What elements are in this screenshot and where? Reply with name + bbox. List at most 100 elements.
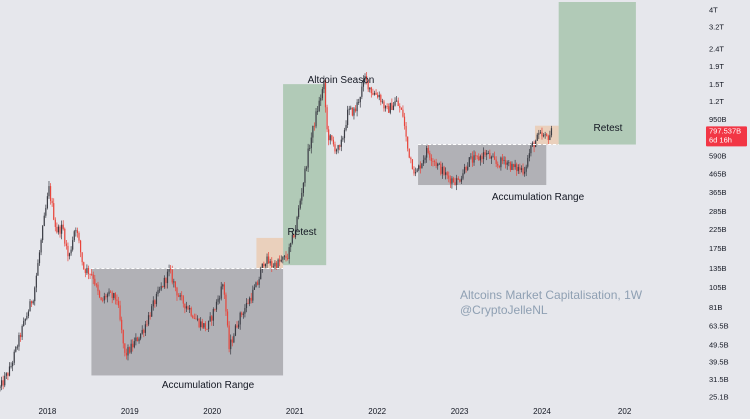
candle-306 bbox=[482, 147, 485, 165]
candle-163 bbox=[256, 280, 259, 286]
candle-143 bbox=[225, 292, 227, 317]
candle-39 bbox=[61, 220, 63, 240]
candle-300 bbox=[473, 150, 475, 166]
candle-123 bbox=[193, 313, 195, 320]
candle-229 bbox=[361, 82, 363, 100]
candle-108 bbox=[170, 265, 172, 274]
candle-236 bbox=[372, 88, 374, 96]
candle-308 bbox=[486, 150, 488, 161]
candle-259 bbox=[408, 148, 410, 159]
candle-264 bbox=[416, 167, 418, 173]
candle-330 bbox=[520, 165, 523, 173]
retest-label-2: Retest bbox=[594, 123, 623, 134]
candle-156 bbox=[245, 298, 248, 313]
candle-162 bbox=[255, 281, 257, 288]
candle-227 bbox=[358, 98, 360, 105]
candle-326 bbox=[514, 159, 516, 170]
candle-233 bbox=[367, 79, 369, 92]
candle-24 bbox=[37, 259, 39, 276]
candle-343 bbox=[541, 127, 543, 140]
candle-7 bbox=[10, 362, 12, 369]
candle-135 bbox=[212, 307, 214, 326]
candle-110 bbox=[173, 278, 175, 288]
candle-195 bbox=[307, 143, 309, 173]
candle-289 bbox=[456, 174, 458, 191]
candle-290 bbox=[457, 176, 459, 180]
candle-241 bbox=[380, 93, 382, 106]
candle-314 bbox=[495, 156, 497, 168]
annotation-labels: Altcoin Season Retest Retest Accumulation R… bbox=[162, 75, 623, 391]
candle-121 bbox=[190, 306, 192, 318]
candle-15 bbox=[23, 317, 25, 327]
candle-344 bbox=[542, 133, 545, 138]
candle-158 bbox=[249, 296, 251, 307]
candle-196 bbox=[309, 144, 311, 152]
candle-48 bbox=[75, 227, 77, 237]
candle-159 bbox=[250, 292, 252, 304]
candle-331 bbox=[522, 163, 524, 176]
candle-288 bbox=[454, 177, 456, 186]
candle-228 bbox=[359, 96, 361, 108]
candle-329 bbox=[519, 163, 521, 175]
candle-302 bbox=[476, 155, 478, 160]
candle-18 bbox=[27, 309, 30, 319]
candle-138 bbox=[217, 295, 219, 305]
candle-85 bbox=[133, 337, 135, 349]
candle-182 bbox=[286, 253, 289, 261]
accumulation-range-1-zone bbox=[91, 268, 284, 376]
candle-132 bbox=[207, 320, 210, 332]
candle-136 bbox=[214, 308, 216, 312]
candle-133 bbox=[209, 312, 211, 322]
y-tick-label: 1.2T bbox=[709, 97, 724, 106]
candle-325 bbox=[512, 163, 515, 171]
candle-317 bbox=[500, 156, 502, 171]
candle-185 bbox=[291, 230, 293, 245]
candle-324 bbox=[511, 161, 513, 171]
candle-104 bbox=[163, 275, 165, 289]
y-tick-label: 31.5B bbox=[709, 375, 729, 384]
candle-303 bbox=[478, 153, 480, 161]
candle-2 bbox=[2, 375, 4, 390]
candle-337 bbox=[531, 141, 534, 148]
candle-332 bbox=[524, 166, 526, 177]
candle-277 bbox=[437, 162, 439, 170]
candle-202 bbox=[318, 96, 320, 113]
candle-160 bbox=[252, 285, 254, 304]
candle-4 bbox=[5, 372, 7, 380]
candle-142 bbox=[223, 281, 225, 300]
candle-194 bbox=[305, 165, 308, 172]
candle-240 bbox=[378, 91, 380, 101]
candle-257 bbox=[405, 122, 407, 142]
candle-77 bbox=[121, 316, 123, 334]
candle-198 bbox=[312, 125, 314, 143]
candle-146 bbox=[230, 334, 232, 355]
candle-120 bbox=[189, 305, 191, 313]
candle-242 bbox=[381, 98, 383, 104]
candle-270 bbox=[426, 145, 428, 163]
y-tick-label: 285B bbox=[709, 207, 727, 216]
candle-284 bbox=[448, 171, 450, 183]
candle-243 bbox=[383, 99, 385, 112]
candle-345 bbox=[544, 131, 546, 139]
candle-87 bbox=[136, 336, 139, 342]
candle-80 bbox=[125, 348, 128, 360]
candle-316 bbox=[498, 165, 500, 169]
candle-124 bbox=[195, 313, 197, 320]
candle-44 bbox=[68, 252, 71, 260]
accumulation-range-label-3: Accumulation Range bbox=[162, 380, 255, 391]
candle-268 bbox=[422, 155, 425, 167]
candle-225 bbox=[354, 105, 357, 113]
candle-230 bbox=[362, 75, 365, 92]
candle-190 bbox=[299, 198, 301, 210]
candle-23 bbox=[35, 272, 37, 293]
y-tick-label: 590B bbox=[709, 151, 727, 160]
candle-22 bbox=[34, 286, 36, 306]
candle-349 bbox=[550, 125, 553, 138]
candle-210 bbox=[331, 135, 333, 142]
candle-239 bbox=[377, 92, 379, 99]
candle-180 bbox=[283, 255, 286, 260]
last-price-tag[interactable]: 797.537B 6d 16h bbox=[706, 126, 747, 147]
candle-211 bbox=[332, 136, 335, 147]
y-tick-label: 4T bbox=[709, 5, 718, 14]
